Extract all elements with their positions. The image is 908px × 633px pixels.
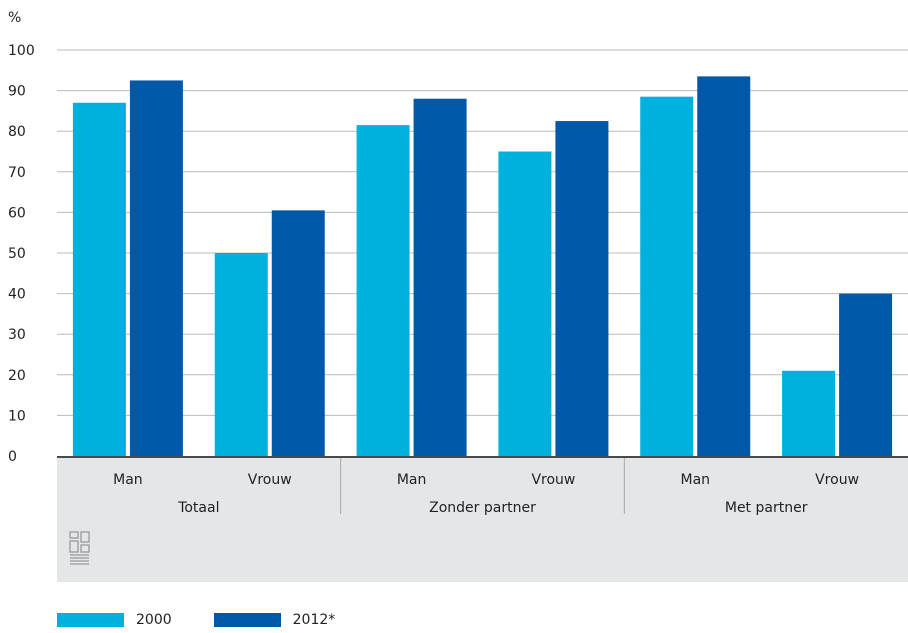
legend-item-2000: 2000 bbox=[57, 612, 172, 628]
legend-label-2012: 2012* bbox=[292, 612, 336, 628]
x-category-label: Man bbox=[680, 472, 710, 488]
y-axis-unit-label: % bbox=[8, 10, 21, 26]
bar-2012-5 bbox=[839, 293, 893, 456]
y-axis-ticks: 0 10 20 30 40 50 60 70 80 90 100 bbox=[8, 43, 35, 465]
bar-2000-2 bbox=[356, 125, 410, 457]
bar-2012-0 bbox=[129, 80, 183, 456]
x-category-label: Man bbox=[113, 472, 143, 488]
bar-2000-0 bbox=[72, 102, 126, 456]
x-category-label: Man bbox=[397, 472, 427, 488]
cbs-logo-icon bbox=[69, 531, 90, 565]
x-axis-panel-background bbox=[57, 456, 908, 582]
y-tick-label: 60 bbox=[8, 205, 26, 221]
y-tick-label: 30 bbox=[8, 327, 26, 343]
x-group-label: Totaal bbox=[177, 500, 219, 516]
legend: 2000 2012* bbox=[57, 612, 377, 628]
bar-2000-1 bbox=[214, 253, 268, 456]
bar-2012-3 bbox=[555, 121, 609, 457]
y-tick-label: 90 bbox=[8, 84, 26, 100]
bars bbox=[72, 76, 893, 457]
x-axis-panel bbox=[57, 456, 908, 582]
legend-swatch-2012 bbox=[213, 613, 281, 627]
bar-2000-3 bbox=[498, 151, 552, 456]
y-tick-label: 80 bbox=[8, 124, 26, 140]
gridlines bbox=[57, 49, 908, 416]
legend-item-2012: 2012* bbox=[213, 612, 336, 628]
y-tick-label: 10 bbox=[8, 408, 26, 424]
bar-2012-4 bbox=[697, 76, 751, 456]
bar-2000-5 bbox=[782, 370, 836, 456]
y-tick-label: 100 bbox=[8, 43, 35, 59]
legend-label-2000: 2000 bbox=[136, 612, 172, 628]
x-group-label: Zonder partner bbox=[429, 500, 536, 516]
bar-2000-4 bbox=[640, 96, 694, 456]
y-tick-label: 70 bbox=[8, 165, 26, 181]
y-tick-label: 40 bbox=[8, 287, 26, 303]
y-tick-label: 50 bbox=[8, 246, 26, 262]
bar-2012-1 bbox=[271, 210, 325, 456]
y-tick-label: 0 bbox=[8, 449, 17, 465]
x-category-label: Vrouw bbox=[531, 472, 575, 488]
x-category-label: Vrouw bbox=[815, 472, 859, 488]
bar-2012-2 bbox=[413, 98, 467, 456]
legend-swatch-2000 bbox=[57, 613, 124, 627]
x-axis-categories: Man Vrouw Man Vrouw Man Vrouw Totaal Zonder par… bbox=[113, 472, 859, 516]
x-group-label: Met partner bbox=[725, 500, 808, 516]
y-tick-label: 20 bbox=[8, 368, 26, 384]
x-category-label: Vrouw bbox=[248, 472, 292, 488]
